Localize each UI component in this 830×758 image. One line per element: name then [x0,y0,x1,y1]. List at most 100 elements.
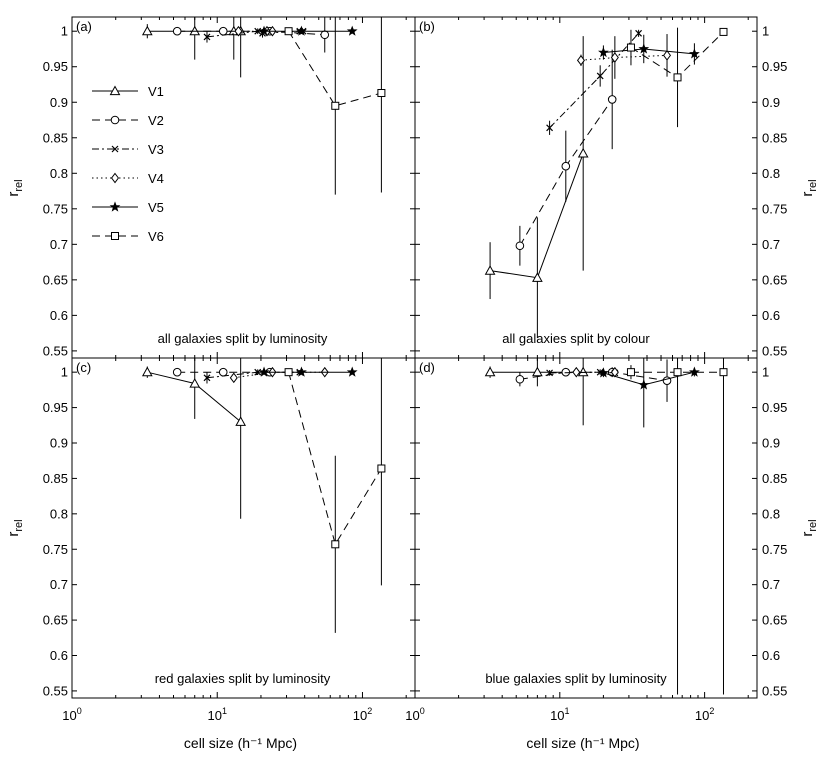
series-v3-point [546,124,554,132]
legend-label-v5: V5 [148,200,164,215]
series-v5-point [689,366,700,377]
y-tick-label: 0.6 [50,648,68,663]
series-v6-line [288,372,382,546]
x-tick-label: 102 [695,706,714,723]
y-tick-label: 0.8 [50,506,68,521]
series-v1-line [490,153,584,279]
y-tick-label: 0.8 [762,166,780,181]
y-axis-label: rrel [5,179,25,196]
series-v6-point [719,27,728,36]
series-v2-point [172,26,182,36]
y-tick-label: 0.75 [43,542,68,557]
y-tick-label: 0.85 [762,471,787,486]
y-tick-label: 0.8 [50,166,68,181]
panel-c-frame [71,357,416,699]
y-axis-label: rrel [799,179,819,196]
series-v2-point [515,241,525,251]
y-tick-label: 0.6 [762,308,780,323]
x-tick-label: 100 [405,706,424,723]
y-tick-label: 0.95 [762,59,787,74]
y-tick-label: 1 [762,24,769,39]
y-tick-label: 0.95 [43,400,68,415]
y-tick-label: 0.9 [50,436,68,451]
series-v2-point [172,367,182,377]
series-v2-line [519,371,668,382]
series-v5-point [296,25,307,36]
legend-label-v3: V3 [148,142,164,157]
series-v4-point [576,55,585,66]
y-tick-label: 0.75 [762,542,787,557]
series-v6-line [288,30,382,107]
series-v1-point [189,377,201,388]
series-v3-point [254,368,262,376]
legend-label-v1: V1 [148,84,164,99]
series-v6-point [377,89,386,98]
series-v2-point [320,30,330,40]
series-v6-point [377,464,386,473]
x-tick-label: 101 [550,706,569,723]
y-tick-label: 0.9 [762,436,780,451]
series-v4-point [663,50,672,61]
x-tick-label: 100 [62,706,81,723]
panel-a-annotation: all galaxies split by luminosity [158,331,328,346]
y-tick-label: 0.9 [50,95,68,110]
y-tick-label: 0.85 [762,130,787,145]
panel-a-label: (a) [76,19,92,34]
series-v3-point [596,72,604,80]
x-axis-label: cell size (h⁻¹ Mpc) [526,735,639,751]
series-v4-point [572,366,581,378]
series-v5-point [258,25,270,36]
legend-marker-v6 [111,232,119,240]
series-v5-point [296,366,307,377]
series-v3-point [203,374,211,382]
series-v1-point [484,366,496,377]
y-tick-label: 0.85 [43,130,68,145]
y-axis-label: rrel [799,519,819,536]
y-tick-label: 0.6 [762,648,780,663]
series-v6-point [331,101,340,110]
series-v1-point [141,25,153,36]
panel-b-label: (b) [419,19,435,34]
x-tick-label: 102 [353,706,372,723]
y-tick-label: 0.65 [43,272,68,287]
series-v1-point [532,272,543,282]
y-tick-label: 0.9 [762,95,780,110]
series-v5-point [638,43,650,54]
panel-d-annotation: blue galaxies split by luminosity [485,671,667,686]
panel-d-frame [414,357,758,699]
y-axis-label: rrel [5,519,25,536]
series-v2-point [218,367,228,377]
y-tick-label: 0.95 [43,59,68,74]
y-tick-label: 0.85 [43,471,68,486]
series-v4-point [234,25,243,37]
series-v5-point [598,46,609,58]
series-v4-point [610,52,619,63]
y-tick-label: 0.55 [43,683,68,698]
y-tick-label: 1 [61,365,68,380]
series-v5-point [346,366,358,377]
series-v4-line [580,54,668,61]
series-v3-point [546,369,554,377]
series-v6-point [284,368,293,377]
y-tick-label: 0.7 [762,577,780,592]
y-tick-label: 0.55 [43,343,68,358]
legend-marker-v1 [109,85,121,96]
series-v5-point [638,379,650,390]
y-tick-label: 0.7 [50,577,68,592]
panel-c-label: (c) [76,360,91,375]
y-tick-label: 0.7 [50,237,68,252]
series-v5-point [598,367,609,378]
series-v3-point [635,29,643,37]
panel-c-annotation: red galaxies split by luminosity [155,671,331,686]
y-tick-label: 0.75 [43,201,68,216]
series-v4-point [229,372,238,384]
series-v2-point [515,374,525,384]
y-tick-label: 0.65 [762,272,787,287]
y-tick-label: 0.55 [762,683,787,698]
series-v1-point [235,416,247,426]
series-v6-point [626,368,635,377]
series-v1-point [484,265,496,275]
legend-marker-v3 [111,145,119,153]
series-v5-point [258,366,270,377]
